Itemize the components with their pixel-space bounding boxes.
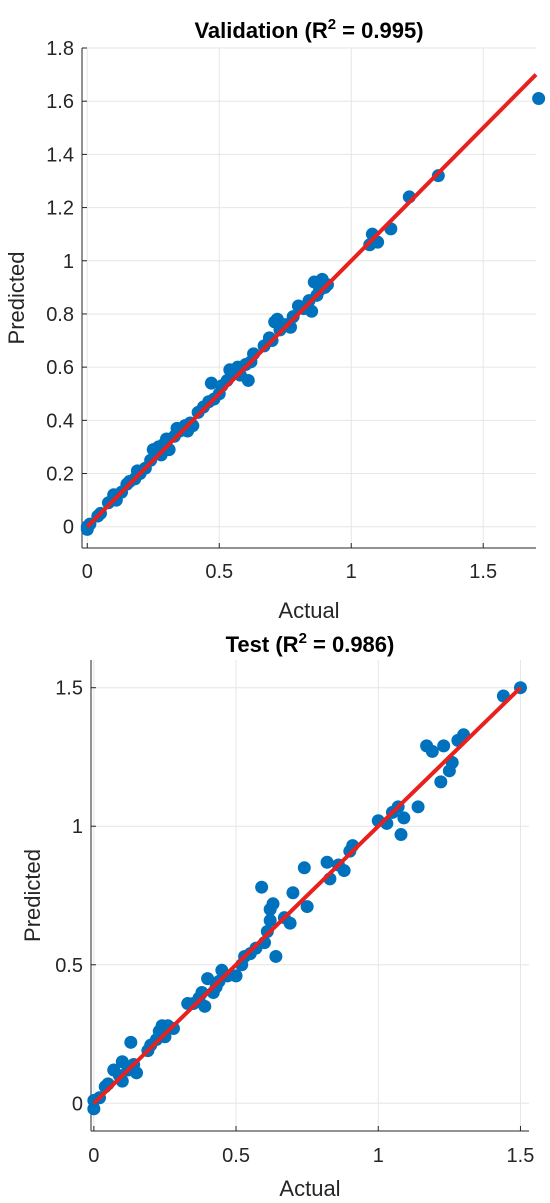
test-panel: 0 0.5 1 1.5 0 0.5 1 1.5 Test (R2 = 0.986) Actual P… xyxy=(20,630,534,1201)
data-point xyxy=(305,304,319,318)
y-tick-label: 1.4 xyxy=(46,144,74,166)
x-axis-label: Actual xyxy=(279,1176,340,1201)
data-point xyxy=(204,376,218,390)
data-point xyxy=(337,864,351,878)
data-point xyxy=(269,949,283,963)
y-tick-label: 0.2 xyxy=(46,464,74,486)
data-point xyxy=(266,897,280,911)
data-point xyxy=(263,913,277,927)
data-point xyxy=(297,861,311,875)
x-tick-label: 0.5 xyxy=(205,561,233,583)
y-tick-label: 0 xyxy=(72,1093,83,1115)
x-axis-label: Actual xyxy=(278,598,339,623)
data-point xyxy=(437,739,451,753)
chart-title: Validation (R2 = 0.995) xyxy=(194,16,423,43)
data-point xyxy=(229,969,243,983)
y-tick-label: 1.2 xyxy=(46,198,74,220)
x-tick-label: 1.5 xyxy=(507,1145,535,1167)
data-point xyxy=(434,775,448,789)
y-tick-label: 0.6 xyxy=(46,357,74,379)
data-point xyxy=(425,744,439,758)
x-tick-label: 0.5 xyxy=(222,1145,250,1167)
y-tick-label: 0.4 xyxy=(46,410,74,432)
data-point xyxy=(201,972,215,986)
x-tick-label: 1 xyxy=(346,561,357,583)
data-point xyxy=(130,1066,144,1080)
data-point xyxy=(320,855,334,869)
y-tick-label: 1 xyxy=(72,816,83,838)
x-tick-label: 1 xyxy=(373,1145,384,1167)
data-point xyxy=(394,828,408,842)
y-tick-label: 1.6 xyxy=(46,91,74,113)
y-tick-label: 1 xyxy=(63,251,74,273)
validation-panel: 0 0.5 1 1.5 0 0.2 0.4 0.6 0.8 1 1.2 1.4 1.6 1.8 Valida… xyxy=(4,16,546,623)
data-point xyxy=(532,92,546,106)
fit-line xyxy=(92,686,522,1105)
y-tick-label: 1.5 xyxy=(55,678,83,700)
data-point xyxy=(255,880,269,894)
x-tick-label: 1.5 xyxy=(469,561,497,583)
data-point xyxy=(241,373,255,387)
y-axis-label: Predicted xyxy=(4,252,29,345)
chart-title: Test (R2 = 0.986) xyxy=(226,630,395,657)
y-tick-label: 1.8 xyxy=(46,38,74,60)
data-point xyxy=(124,1035,138,1049)
fit-line xyxy=(85,73,538,529)
y-tick-label: 0.8 xyxy=(46,304,74,326)
data-point xyxy=(397,811,411,825)
y-tick-label: 0 xyxy=(63,517,74,539)
x-tick-label: 0 xyxy=(88,1145,99,1167)
y-axis-label: Predicted xyxy=(20,849,45,942)
data-point xyxy=(411,800,425,814)
data-point xyxy=(198,999,212,1013)
data-point xyxy=(286,886,300,900)
data-point xyxy=(300,900,314,914)
data-point xyxy=(283,916,297,930)
y-tick-label: 0.5 xyxy=(55,955,83,977)
x-tick-label: 0 xyxy=(82,561,93,583)
